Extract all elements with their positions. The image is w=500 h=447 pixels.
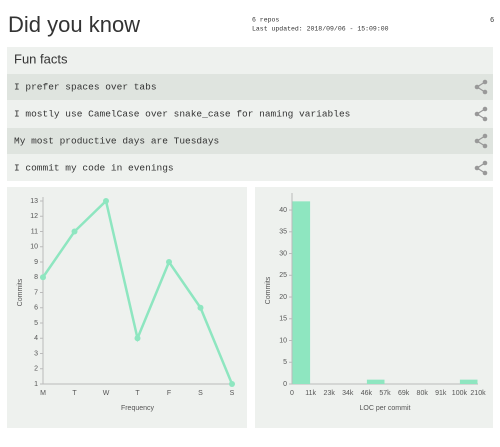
share-dot [482, 116, 488, 122]
y-tick-label: 13 [30, 198, 38, 205]
y-tick-label: 5 [283, 359, 287, 366]
x-tick-label: F [167, 390, 171, 397]
y-tick-label: 2 [34, 366, 38, 373]
point [134, 335, 141, 342]
share-dot [474, 84, 480, 90]
y-tick-label: 11 [31, 228, 38, 235]
share-dot [482, 143, 488, 149]
share-dot [482, 170, 488, 176]
x-tick-label: 0 [290, 390, 294, 397]
x-tick-label: S [198, 390, 203, 397]
x-tick-label: 11k [305, 390, 316, 397]
x-tick-label: 100k [452, 390, 468, 397]
share-dot [474, 138, 480, 144]
facts-title: Fun facts [14, 51, 68, 66]
bar [459, 379, 478, 384]
y-tick-label: 5 [34, 320, 38, 327]
count: 6 [490, 17, 494, 25]
y-label: Commits [17, 278, 24, 306]
y-tick-label: 40 [279, 207, 287, 214]
x-tick-label: 210k [470, 390, 486, 397]
point [229, 381, 235, 387]
share-dot [482, 89, 488, 95]
fact-row [7, 101, 493, 127]
x-tick-label: 23k [324, 390, 336, 397]
fact-text: I commit my code in evenings [14, 163, 174, 174]
chart-panel [7, 187, 247, 428]
point [103, 198, 109, 204]
share-dot [474, 111, 480, 117]
y-tick-label: 1 [34, 381, 38, 388]
x-tick-label: M [40, 390, 46, 397]
fact-text: My most productive days are Tuesdays [14, 136, 219, 147]
y-tick-label: 10 [279, 337, 287, 344]
y-tick-label: 3 [34, 350, 38, 357]
bar [292, 201, 311, 384]
fact-text: I prefer spaces over tabs [14, 82, 157, 93]
point [166, 259, 172, 265]
y-tick-label: 7 [34, 289, 38, 296]
updated: Last updated: 2018/09/06 - 15:09:00 [252, 26, 389, 33]
point [40, 274, 46, 281]
x-label: LOC per commit [360, 405, 411, 412]
y-tick-label: 30 [279, 250, 287, 257]
y-tick-label: 9 [34, 259, 38, 266]
fact-row [7, 128, 493, 154]
share-dot [482, 133, 488, 139]
y-tick-label: 10 [30, 244, 38, 251]
share-dot [482, 160, 488, 166]
title: Did you know [8, 12, 140, 37]
x-tick-label: 80k [417, 390, 429, 397]
x-tick-label: S [230, 390, 235, 397]
share-dot [474, 165, 480, 171]
y-tick-label: 8 [34, 274, 38, 281]
point [71, 228, 78, 235]
x-tick-label: T [135, 390, 140, 397]
y-tick-label: 0 [283, 381, 287, 388]
x-tick-label: T [72, 390, 77, 397]
x-tick-label: 57k [379, 390, 391, 397]
y-tick-label: 20 [279, 294, 287, 301]
x-tick-label: 46k [361, 390, 373, 397]
bar [366, 379, 385, 384]
share-dot [482, 79, 488, 85]
point [197, 304, 204, 311]
fact-row [7, 74, 493, 100]
x-tick-label: 91k [435, 390, 447, 397]
x-label: Frequency [121, 405, 155, 412]
fact-row [7, 155, 493, 181]
y-tick-label: 25 [279, 272, 287, 279]
fact-text: I mostly use CamelCase over snake_case f… [14, 109, 350, 120]
x-tick-label: 34k [342, 390, 354, 397]
x-tick-label: 69k [398, 390, 410, 397]
share-dot [482, 106, 488, 112]
y-tick-label: 6 [34, 305, 38, 312]
y-tick-label: 12 [30, 213, 38, 220]
y-tick-label: 15 [279, 316, 287, 323]
y-tick-label: 4 [34, 335, 38, 342]
y-label: Commits [265, 276, 272, 304]
repos: 6 repos [252, 17, 279, 24]
y-tick-label: 35 [279, 229, 287, 236]
x-tick-label: W [103, 390, 110, 397]
